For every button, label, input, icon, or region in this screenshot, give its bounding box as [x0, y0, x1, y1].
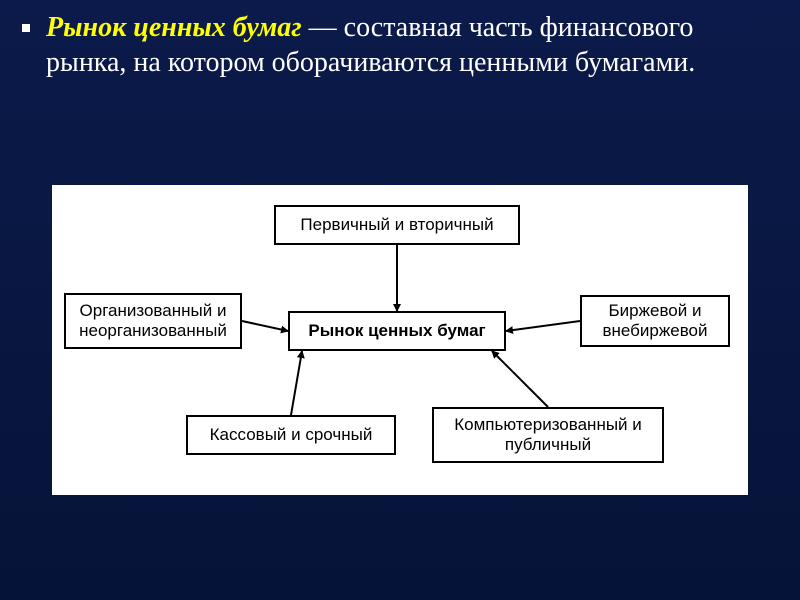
node-bottom-right: Компьютеризованный и публичный — [432, 407, 664, 463]
node-left-label: Организованный и неорганизованный — [72, 301, 234, 340]
node-top-label: Первичный и вторичный — [300, 215, 493, 235]
node-right: Биржевой и внебиржевой — [580, 295, 730, 347]
heading-block: Рынок ценных бумаг — составная часть фин… — [46, 10, 770, 80]
diagram: Рынок ценных бумаг Первичный и вторичный… — [52, 185, 748, 495]
slide: Рынок ценных бумаг — составная часть фин… — [0, 0, 800, 600]
node-center-label: Рынок ценных бумаг — [308, 321, 485, 341]
term-text: Рынок ценных бумаг — [46, 12, 302, 43]
node-bottom-left-label: Кассовый и срочный — [210, 425, 373, 445]
bullet-square-icon — [22, 24, 30, 32]
node-right-label: Биржевой и внебиржевой — [588, 301, 722, 340]
node-bottom-right-label: Компьютеризованный и публичный — [440, 415, 656, 454]
node-left: Организованный и неорганизованный — [64, 293, 242, 349]
node-bottom-left: Кассовый и срочный — [186, 415, 396, 455]
node-center: Рынок ценных бумаг — [288, 311, 506, 351]
node-top: Первичный и вторичный — [274, 205, 520, 245]
